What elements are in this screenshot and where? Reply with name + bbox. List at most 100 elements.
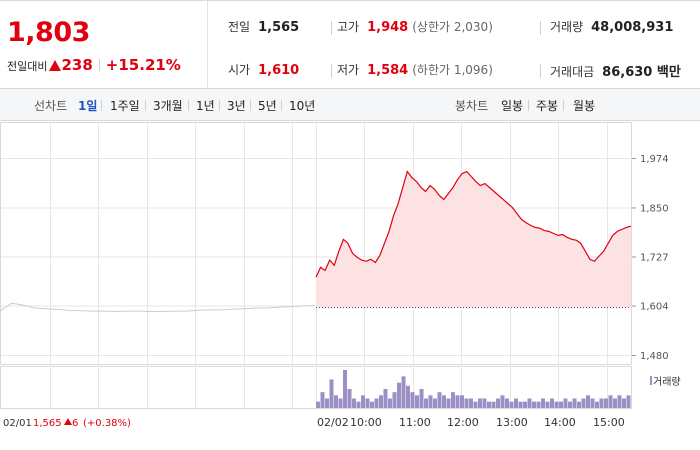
- price-chart-svg: 1,974 1,850 1,727 1,604 1,480 10:00 11:00 12:0…: [0, 122, 681, 429]
- volume-bar: [482, 398, 487, 408]
- change-label: 전일대비: [7, 60, 48, 73]
- price-area: [316, 171, 631, 308]
- volume-bar: [518, 401, 523, 408]
- divider: [145, 100, 146, 111]
- volume-bar: [455, 395, 460, 408]
- tab-1y[interactable]: 1년: [196, 99, 215, 113]
- volume-bar: [514, 398, 518, 408]
- tab-3y[interactable]: 3년: [227, 99, 246, 113]
- volume-bar: [356, 401, 361, 408]
- volume-bar: [451, 392, 455, 408]
- volume-bar: [325, 398, 329, 408]
- stat-open: 시가 1,610: [228, 63, 300, 78]
- volume-bar: [383, 389, 388, 408]
- candle-chart-title: 봉차트: [455, 99, 489, 113]
- volume-bar: [388, 398, 392, 408]
- volume-bar: [617, 395, 622, 408]
- tab-3m[interactable]: 3개월: [153, 99, 183, 113]
- today-area: [316, 171, 631, 308]
- stat-low: 저가 1,584 (하한가 1,096): [337, 63, 493, 78]
- volume-bar: [622, 398, 626, 408]
- volume-bar: [365, 398, 370, 408]
- change-amount: 238: [61, 56, 93, 74]
- volume-bar: [608, 395, 613, 408]
- divider: [331, 64, 332, 78]
- volume-bar: [437, 392, 442, 408]
- volume-bar: [491, 401, 496, 408]
- volume-bars: [316, 370, 652, 408]
- stat-trade-amount: 거래대금 86,630 백만: [550, 65, 681, 80]
- volume-bar: [338, 398, 343, 408]
- tab-5y[interactable]: 5년: [258, 99, 277, 113]
- x-tick-label: 13:00: [496, 416, 528, 429]
- prev-change-rate: (+0.38%): [83, 418, 131, 429]
- volume-bar: [487, 401, 491, 408]
- volume-bar: [559, 401, 563, 408]
- divider: [281, 100, 282, 111]
- volume-legend-swatch: [650, 376, 652, 385]
- tab-1d[interactable]: 1일: [78, 99, 98, 113]
- volume-bar: [460, 395, 464, 408]
- x-tick-label: 14:00: [544, 416, 576, 429]
- y-tick-label: 1,850: [640, 203, 669, 214]
- volume-bar: [320, 392, 325, 408]
- stat-volume: 거래량 48,008,931: [550, 20, 674, 35]
- today-label: 02/02: [317, 416, 349, 429]
- volume-bar: [626, 395, 631, 408]
- volume-bar: [419, 389, 424, 408]
- tab-monthly-candle[interactable]: 월봉: [573, 99, 596, 113]
- current-price: 1,803: [7, 17, 90, 48]
- price-chart: 1,974 1,850 1,727 1,604 1,480 10:00 11:00 12:0…: [0, 122, 700, 450]
- x-axis: 10:00 11:00 12:00 13:00 14:00 15:00: [64, 416, 625, 429]
- volume-bar: [577, 401, 581, 408]
- tab-weekly-candle[interactable]: 주봉: [536, 99, 559, 113]
- volume-bar: [568, 401, 572, 408]
- volume-bar: [595, 401, 599, 408]
- volume-bar: [370, 401, 374, 408]
- divider: [540, 64, 541, 78]
- volume-bar: [392, 392, 397, 408]
- divider: [563, 100, 564, 111]
- volume-bar: [496, 398, 500, 408]
- tab-1w[interactable]: 1주일: [110, 99, 140, 113]
- divider: [331, 21, 332, 35]
- volume-bar: [446, 398, 451, 408]
- volume-bar: [505, 398, 509, 408]
- volume-bar: [500, 395, 505, 408]
- volume-bar: [316, 401, 320, 408]
- prev-close: 1,565: [33, 418, 62, 429]
- prev-day-line: [0, 302, 315, 313]
- volume-bar: [424, 398, 428, 408]
- line-chart-title: 선차트: [34, 99, 68, 113]
- current-price-box: 1,803 전일대비 238 +15.21%: [0, 1, 208, 89]
- volume-bar: [406, 385, 410, 408]
- y-tick-label: 1,974: [640, 154, 669, 165]
- volume-bar: [347, 389, 352, 408]
- y-tick-label: 1,727: [640, 253, 669, 264]
- divider: [101, 100, 102, 111]
- divider: [219, 100, 220, 111]
- volume-bar: [536, 401, 541, 408]
- volume-bar: [581, 398, 586, 408]
- tab-daily-candle[interactable]: 일봉: [501, 99, 524, 113]
- volume-bar: [473, 401, 478, 408]
- change-rate: +15.21%: [105, 56, 181, 74]
- divider: [528, 100, 529, 111]
- divider: [98, 59, 100, 71]
- volume-bar: [590, 398, 595, 408]
- volume-bar: [433, 398, 437, 408]
- volume-bar: [572, 398, 577, 408]
- y-axis: 1,974 1,850 1,727 1,604 1,480: [632, 154, 669, 362]
- price-summary: 1,803 전일대비 238 +15.21% 전일 1,565 고가 1,948 (상한가…: [0, 1, 700, 89]
- volume-bar: [532, 401, 536, 408]
- volume-bar: [509, 401, 514, 408]
- volume-legend: 거래량: [653, 376, 681, 388]
- volume-bar: [352, 398, 356, 408]
- divider: [540, 21, 541, 35]
- today-price-line: [315, 170, 632, 278]
- change-row: 전일대비 238 +15.21%: [7, 56, 181, 74]
- volume-bar: [604, 398, 608, 408]
- tab-10y[interactable]: 10년: [289, 99, 316, 113]
- x-tick-label: 15:00: [593, 416, 625, 429]
- prev-change: 6: [72, 418, 78, 429]
